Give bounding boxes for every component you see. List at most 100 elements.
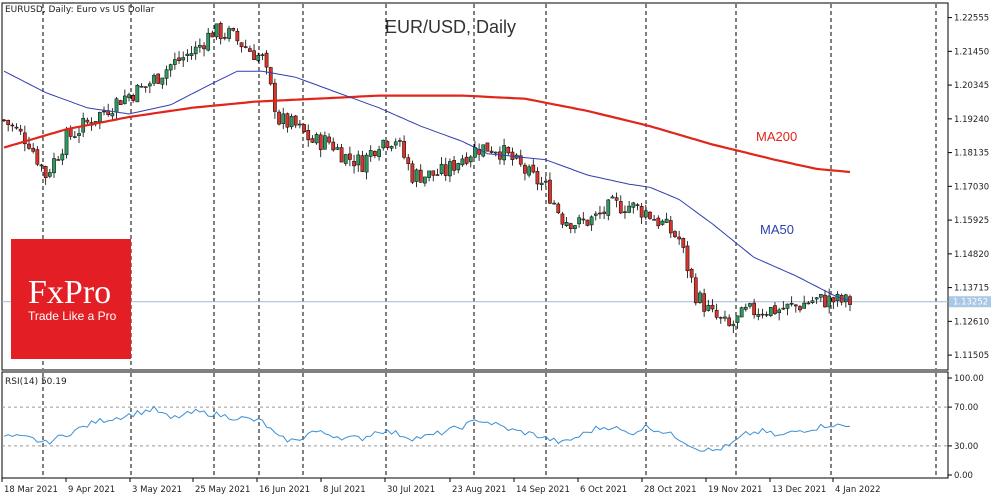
x-tick-label: 30 Jul 2021 — [387, 485, 435, 495]
x-tick-label: 14 Sep 2021 — [516, 485, 570, 495]
main-chart-frame — [1, 2, 949, 371]
ma50-line — [3, 70, 851, 301]
candle-body — [539, 182, 544, 185]
candle-body — [393, 141, 398, 146]
candle-body — [206, 32, 211, 51]
x-tick-label: 4 Jan 2022 — [835, 485, 881, 495]
logo-brand: FxPro — [28, 274, 111, 311]
candle-body — [164, 69, 169, 79]
candle-body — [385, 141, 390, 148]
candle-body — [506, 146, 511, 154]
candle-body — [518, 155, 523, 165]
candle-body — [493, 151, 498, 154]
candle-body — [643, 210, 648, 218]
candle-body — [464, 156, 469, 164]
candle-body — [148, 83, 152, 87]
candle-body — [223, 37, 227, 39]
y-tick-label: 1.19240 — [954, 115, 989, 125]
candle-body — [214, 23, 219, 38]
candle-body — [581, 218, 586, 221]
candle-body — [456, 163, 461, 171]
x-tick-label: 13 Dec 2021 — [772, 485, 826, 495]
candle-body — [627, 205, 631, 213]
candle-body — [664, 218, 669, 223]
candle-body — [168, 64, 173, 71]
candle-body — [389, 146, 394, 149]
candle-body — [43, 166, 48, 179]
candlestick-series — [2, 21, 852, 334]
candle-body — [14, 126, 19, 129]
candle-body — [564, 222, 569, 226]
candle-body — [68, 128, 73, 137]
candle-body — [198, 44, 202, 48]
current-price-tag — [949, 296, 991, 308]
candle-body — [648, 211, 652, 219]
candle-body — [843, 294, 848, 303]
candle-body — [731, 323, 736, 327]
y-tick-label: 1.14820 — [954, 250, 989, 260]
logo-background — [11, 239, 131, 359]
candle-body — [806, 302, 811, 305]
candle-body — [189, 53, 194, 56]
time-axis: 18 Mar 2021 9 Apr 2021 3 May 2021 25 May 20… — [1, 478, 881, 495]
candle-body — [714, 309, 719, 318]
candle-body — [227, 28, 231, 39]
candle-body — [593, 213, 598, 216]
candle-body — [556, 203, 561, 213]
candle-body — [293, 115, 298, 126]
y-tick-label: 1.13715 — [954, 284, 989, 294]
candle-body — [414, 169, 419, 182]
symbol-info: EURUSD, Daily: Euro vs US Dollar — [5, 5, 155, 15]
ma50-label: MA50 — [760, 222, 794, 237]
candle-body — [239, 42, 244, 48]
candle-body — [173, 59, 177, 65]
rsi-tick-label: 70.00 — [954, 403, 978, 413]
candle-body — [302, 124, 306, 133]
candle-body — [123, 95, 127, 104]
candle-body — [52, 158, 56, 174]
candle-body — [31, 147, 36, 152]
candle-body — [523, 164, 527, 174]
candle-body — [348, 153, 352, 160]
candle-body — [768, 306, 773, 316]
candle-body — [848, 296, 852, 305]
x-tick-label: 28 Oct 2021 — [644, 485, 697, 495]
candle-body — [402, 141, 406, 158]
candle-body — [623, 211, 627, 213]
candle-body — [773, 305, 777, 314]
candle-body — [277, 111, 281, 125]
candle-body — [485, 142, 490, 152]
candle-body — [460, 158, 465, 166]
candle-body — [231, 27, 236, 31]
candle-body — [718, 317, 723, 319]
y-tick-label: 1.17030 — [954, 182, 989, 192]
candle-body — [268, 67, 273, 85]
x-tick-label: 16 Jun 2021 — [259, 485, 310, 495]
candle-body — [689, 268, 694, 278]
candle-body — [610, 196, 615, 199]
candle-body — [781, 307, 786, 310]
candle-body — [373, 151, 377, 156]
candle-body — [356, 154, 361, 166]
candle-body — [435, 174, 440, 176]
candle-body — [318, 134, 323, 150]
candle-body — [531, 164, 536, 173]
candle-body — [535, 171, 540, 185]
candle-body — [502, 145, 506, 161]
candle-body — [364, 154, 369, 173]
candle-body — [723, 316, 727, 319]
x-tick-label: 9 Apr 2021 — [68, 485, 115, 495]
candle-body — [656, 217, 661, 227]
candle-body — [343, 154, 348, 164]
candle-body — [139, 85, 144, 88]
candle-body — [693, 277, 698, 304]
y-tick-label: 1.12610 — [954, 317, 989, 327]
candle-body — [181, 57, 186, 61]
candle-body — [156, 73, 161, 84]
candle-body — [114, 98, 119, 113]
candle-body — [802, 302, 807, 309]
candle-body — [18, 128, 23, 132]
candle-body — [548, 179, 552, 204]
candle-body — [481, 144, 486, 157]
rsi-tick-label: 100.00 — [954, 374, 984, 384]
